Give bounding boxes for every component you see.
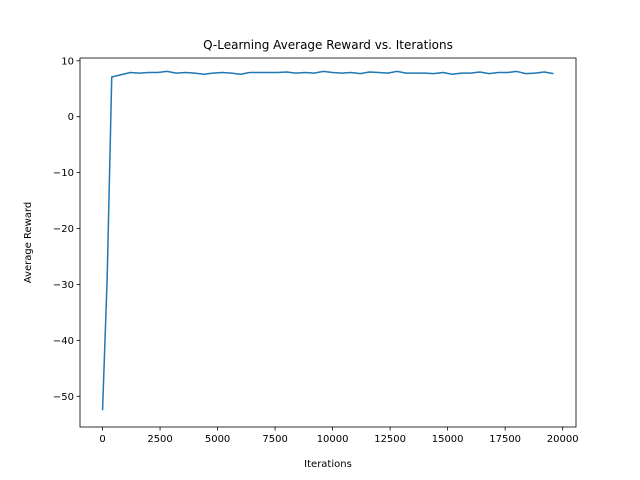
y-tick-label: −20 — [53, 224, 74, 235]
y-tick-label: −50 — [53, 392, 74, 403]
x-tick-label: 12500 — [374, 434, 406, 445]
x-tick-label: 20000 — [547, 434, 579, 445]
x-tick-label: 17500 — [489, 434, 521, 445]
y-tick-label: 10 — [61, 56, 74, 67]
plot-frame — [79, 57, 577, 428]
reward-series-line — [101, 70, 554, 411]
x-tick-label: 0 — [99, 434, 105, 445]
x-tick-label: 7500 — [262, 434, 287, 445]
x-tick-label: 10000 — [317, 434, 349, 445]
chart-title: Q-Learning Average Reward vs. Iterations — [203, 38, 453, 52]
y-tick-label: −40 — [53, 336, 74, 347]
y-tick-label: 0 — [68, 112, 74, 123]
y-axis-label: Average Reward — [23, 202, 34, 283]
x-tick-label: 2500 — [147, 434, 172, 445]
x-tick-label: 5000 — [205, 434, 230, 445]
x-tick-label: 15000 — [432, 434, 464, 445]
y-tick-label: −30 — [53, 280, 74, 291]
x-axis-label: Iterations — [304, 459, 352, 470]
y-tick-label: −10 — [53, 168, 74, 179]
